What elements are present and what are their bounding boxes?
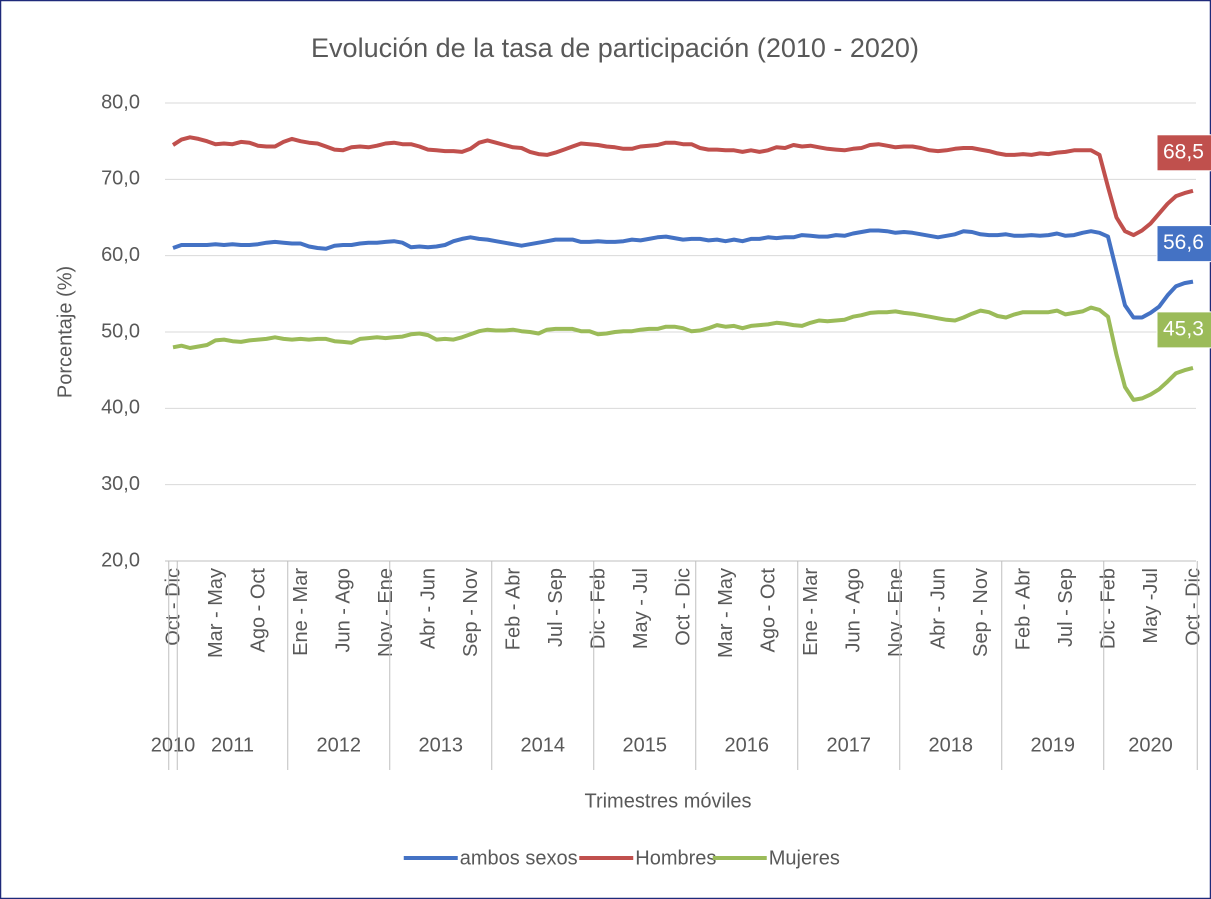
- series-line: [172, 305, 1194, 402]
- y-tick-label: 50,0: [101, 320, 140, 342]
- year-label: 2013: [419, 734, 464, 756]
- x-tick-label: Oct - Dic: [1182, 568, 1204, 646]
- x-tick-label: Jun - Ago: [332, 568, 354, 653]
- x-tick-label: Feb - Abr: [1012, 568, 1034, 651]
- x-tick-label: Oct - Dic: [672, 568, 694, 646]
- x-tick-label: Nov - Ene: [885, 568, 907, 657]
- y-tick-label: 40,0: [101, 397, 140, 419]
- y-axis-title: Porcentaje (%): [54, 266, 76, 398]
- year-label: 2015: [623, 734, 668, 756]
- x-axis-title: Trimestres móviles: [584, 790, 751, 812]
- legend-label: Mujeres: [769, 847, 840, 869]
- legend-label: ambos sexos: [460, 847, 578, 869]
- year-label: 2011: [211, 734, 254, 756]
- year-label: 2019: [1031, 734, 1076, 756]
- data-label: 45,3: [1163, 317, 1204, 340]
- x-tick-label: Ago - Oct: [757, 568, 779, 653]
- series-line: [172, 228, 1194, 320]
- series-line: [171, 135, 1194, 238]
- x-tick-label: Feb - Abr: [502, 568, 524, 651]
- data-label: 56,6: [1163, 231, 1204, 254]
- x-tick-label: Mar - May: [715, 568, 737, 658]
- x-tick-label: May -Jul: [1140, 568, 1162, 644]
- y-tick-label: 20,0: [101, 549, 140, 571]
- data-label-box: [1156, 225, 1211, 263]
- year-label: 2017: [827, 734, 872, 756]
- x-tick-label: Dic - Feb: [587, 568, 609, 649]
- x-tick-label: Mar - May: [205, 568, 227, 658]
- y-tick-label: 80,0: [101, 91, 140, 113]
- year-label: 2020: [1128, 734, 1173, 756]
- x-tick-label: Nov - Ene: [375, 568, 397, 657]
- y-tick-label: 70,0: [101, 168, 140, 190]
- data-label-box: [1156, 134, 1211, 172]
- x-tick-label: Abr - Jun: [417, 568, 439, 649]
- y-tick-label: 30,0: [101, 473, 140, 495]
- x-tick-label: Dic - Feb: [1097, 568, 1119, 649]
- data-label-box: [1156, 311, 1211, 349]
- year-label: 2016: [725, 734, 770, 756]
- x-tick-label: Oct - Dic: [162, 568, 184, 646]
- x-tick-label: Sep - Nov: [460, 568, 482, 657]
- x-tick-label: Ene - Mar: [800, 568, 822, 656]
- x-tick-label: Jun - Ago: [842, 568, 864, 653]
- data-label: 68,5: [1163, 140, 1204, 163]
- year-label: 2012: [317, 734, 362, 756]
- legend-label: Hombres: [635, 847, 716, 869]
- x-tick-label: Jul - Sep: [1055, 568, 1077, 647]
- chart-title: Evolución de la tasa de participación (2…: [311, 33, 919, 63]
- y-tick-label: 60,0: [101, 244, 140, 266]
- x-tick-label: Sep - Nov: [970, 568, 992, 657]
- x-tick-label: May - Jul: [630, 568, 652, 649]
- x-tick-label: Abr - Jun: [927, 568, 949, 649]
- x-tick-label: Ago - Oct: [247, 568, 269, 653]
- year-label: 2018: [929, 734, 974, 756]
- x-tick-label: Ene - Mar: [290, 568, 312, 656]
- year-label: 2014: [521, 734, 566, 756]
- x-tick-label: Jul - Sep: [545, 568, 567, 647]
- year-label: 2010: [151, 734, 196, 756]
